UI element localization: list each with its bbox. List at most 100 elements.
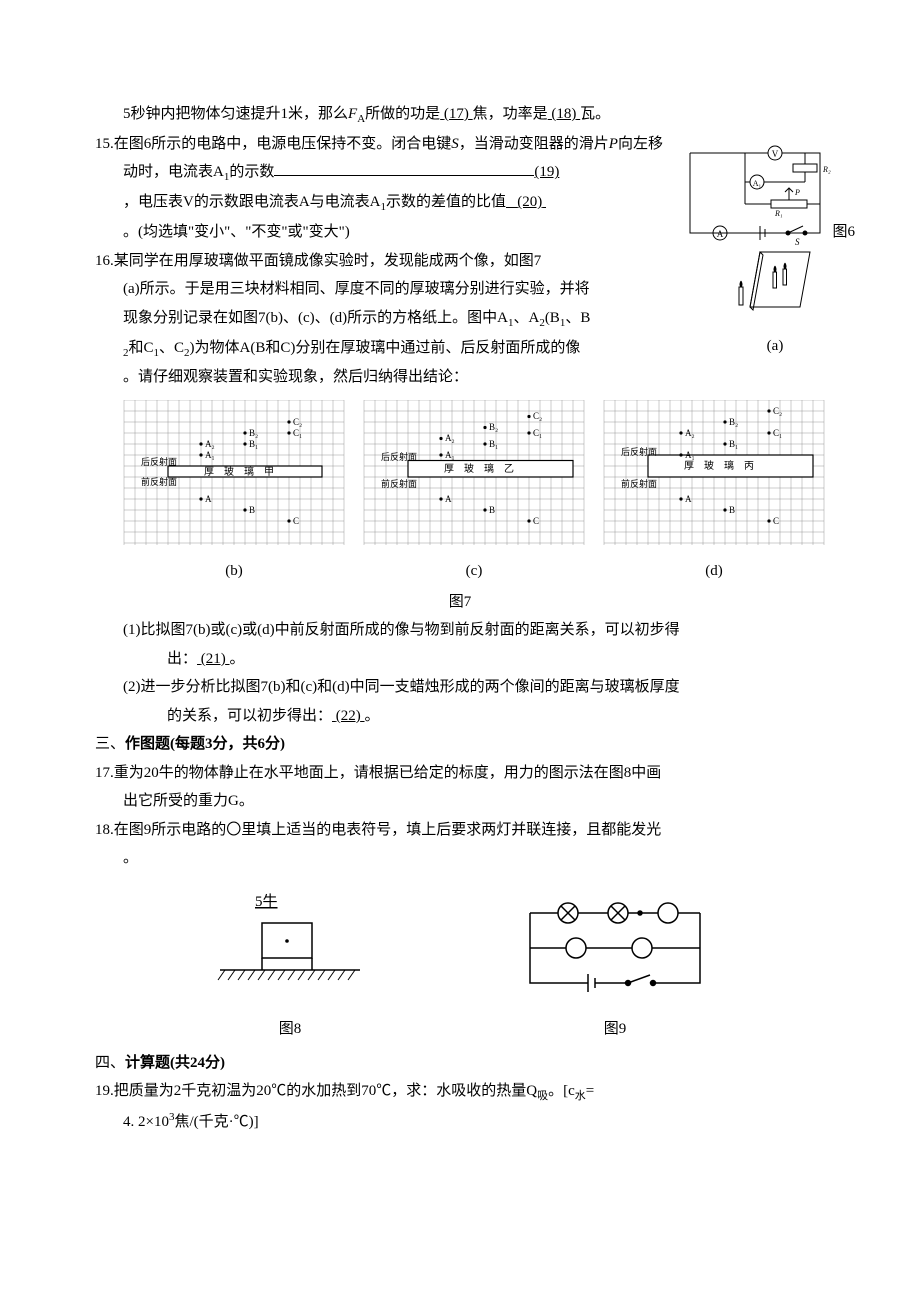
q15-t8: 。(均选填"变小"、"不变"或"变大") xyxy=(123,224,350,240)
q16-t10: 。请仔细观察装置和实验现象，然后归纳得出结论： xyxy=(123,369,468,385)
q16-blank22: (22) xyxy=(332,708,365,724)
q14-fa-a: A xyxy=(357,113,365,125)
svg-text:C₂: C₂ xyxy=(773,406,782,416)
grid-fig-b: 后反射面 前反射面 厚 玻 璃 甲 A₁ A₂ B₁ B₂ C₁ C₂ A B … xyxy=(123,400,345,586)
grid-c-label: (c) xyxy=(363,557,585,586)
svg-text:后反射面: 后反射面 xyxy=(141,456,177,467)
svg-text:P: P xyxy=(794,188,800,197)
q16-sub2-l2: 的关系，可以初步得出： (22) 。 xyxy=(95,702,825,731)
q16-line5: 。请仔细观察装置和实验现象，然后归纳得出结论： xyxy=(95,363,825,392)
q15-num: 15. xyxy=(95,136,114,152)
q16-block: (a) 16.某同学在用厚玻璃做平面镜成像实验时，发现能成两个像，如图7 (a)… xyxy=(95,247,825,392)
q14-blank18: (18) xyxy=(548,106,581,122)
q19-line1: 19.把质量为2千克初温为20℃的水加热到70℃，求：水吸收的热量Q吸。[c水= xyxy=(95,1077,825,1107)
svg-text:C: C xyxy=(293,516,299,526)
q16-line3: 现象分别记录在如图7(b)、(c)、(d)所示的方格纸上。图中A1、A2(B1、… xyxy=(95,304,825,334)
figures-8-9-row: 5牛 图8 xyxy=(95,888,825,1044)
q14-text-mid: 所做的功是 xyxy=(365,106,440,122)
q16-sub1-l2: 出： (21) 。 xyxy=(95,645,825,674)
q15-p: P xyxy=(609,136,618,152)
svg-text:后反射面: 后反射面 xyxy=(381,451,417,462)
q15-s: S xyxy=(451,136,459,152)
q16-t1: 某同学在用厚玻璃做平面镜成像实验时，发现能成两个像，如图7 xyxy=(114,253,542,269)
svg-text:B₁: B₁ xyxy=(249,439,258,449)
svg-text:后反射面: 后反射面 xyxy=(621,446,657,457)
q15-t4: 动时，电流表A xyxy=(123,164,224,180)
svg-text:C: C xyxy=(533,516,539,526)
svg-text:C₂: C₂ xyxy=(533,411,542,421)
svg-text:V: V xyxy=(772,149,779,159)
svg-text:B₂: B₂ xyxy=(729,417,738,427)
q16-sub2-l1: (2)进一步分析比拟图7(b)和(c)和(d)中同一支蜡烛形成的两个像间的距离与… xyxy=(95,673,825,702)
svg-text:C₁: C₁ xyxy=(533,428,542,438)
q16-line1: 16.某同学在用厚玻璃做平面镜成像实验时，发现能成两个像，如图7 xyxy=(95,247,825,276)
q14-unit1: 焦，功率是 xyxy=(473,106,548,122)
mirror-diagram-a: (a) xyxy=(725,247,825,361)
q17-line1: 17.重为20牛的物体静止在水平地面上，请根据已给定的标度，用力的图示法在图8中… xyxy=(95,759,825,788)
svg-text:A₁: A₁ xyxy=(205,450,215,460)
q16-t3: 现象分别记录在如图7(b)、(c)、(d)所示的方格纸上。图中A xyxy=(123,310,508,326)
svg-text:C: C xyxy=(773,516,779,526)
section3-title: 三、作图题(每题3分，共6分) xyxy=(95,730,825,759)
q16-line2: (a)所示。于是用三块材料相同、厚度不同的厚玻璃分别进行实验，并将 xyxy=(95,275,825,304)
grid-figures-row: 后反射面 前反射面 厚 玻 璃 甲 A₁ A₂ B₁ B₂ C₁ C₂ A B … xyxy=(123,400,825,586)
svg-text:厚 玻 璃 丙: 厚 玻 璃 丙 xyxy=(684,459,754,472)
fig7a-label: (a) xyxy=(725,332,825,361)
q15-block: 15.在图6所示的电路中，电源电压保持不变。闭合电键S，当滑动变阻器的滑片P向左… xyxy=(95,130,825,247)
q15-blank19-line xyxy=(274,175,534,176)
svg-text:A₁: A₁ xyxy=(445,450,455,460)
grid-d-label: (d) xyxy=(603,557,825,586)
svg-text:厚 玻 璃 乙: 厚 玻 璃 乙 xyxy=(444,462,514,475)
svg-text:前反射面: 前反射面 xyxy=(381,478,417,489)
svg-text:A: A xyxy=(685,494,692,504)
q18-line2: 。 xyxy=(95,844,825,873)
svg-text:A₂: A₂ xyxy=(685,428,695,438)
svg-text:A₁: A₁ xyxy=(685,450,695,460)
q14-text1: 5秒钟内把物体匀速提升1米，那么 xyxy=(123,106,348,122)
q15-t6: ，电压表V的示数跟电流表A与电流表A xyxy=(123,194,381,210)
svg-text:厚 玻 璃 甲: 厚 玻 璃 甲 xyxy=(204,465,274,478)
q16-num: 16. xyxy=(95,253,114,269)
fig9-label: 图9 xyxy=(510,1015,720,1044)
section4-title: 四、计算题(共24分) xyxy=(95,1049,825,1078)
q16-line4: 2和C1、C2)为物体A(B和C)分别在厚玻璃中通过前、后反射面所成的像 xyxy=(95,334,825,364)
svg-text:R₁: R₁ xyxy=(774,209,783,218)
svg-text:R₂: R₂ xyxy=(822,165,831,174)
svg-text:B₂: B₂ xyxy=(489,422,498,432)
fig8: 5牛 图8 xyxy=(200,888,380,1044)
fig7-label: 图7 xyxy=(95,588,825,617)
svg-text:B: B xyxy=(729,505,735,515)
q16-blank21: (21) xyxy=(197,651,230,667)
svg-text:C₁: C₁ xyxy=(293,428,302,438)
fig6-label: 图6 xyxy=(832,218,855,247)
svg-text:B₁: B₁ xyxy=(729,439,738,449)
svg-text:B₂: B₂ xyxy=(249,428,258,438)
q16-sub1-l1: (1)比拟图7(b)或(c)或(d)中前反射面所成的像与物到前反射面的距离关系，… xyxy=(95,616,825,645)
q14-line: 5秒钟内把物体匀速提升1米，那么FA所做的功是 (17) 焦，功率是 (18) … xyxy=(95,100,825,130)
fig9: 图9 xyxy=(510,888,720,1044)
svg-text:C₁: C₁ xyxy=(773,428,782,438)
svg-text:B: B xyxy=(489,505,495,515)
q14-unit2: 瓦。 xyxy=(580,106,610,122)
svg-text:A₂: A₂ xyxy=(445,433,455,443)
svg-text:A: A xyxy=(205,494,212,504)
svg-text:A: A xyxy=(717,229,724,239)
q15-blank20: (20) xyxy=(506,194,546,210)
q15-blank19: (19) xyxy=(534,164,559,180)
svg-text:A₂: A₂ xyxy=(205,439,215,449)
q17-line2: 出它所受的重力G。 xyxy=(95,787,825,816)
grid-b-label: (b) xyxy=(123,557,345,586)
grid-fig-c: 后反射面 前反射面 厚 玻 璃 乙 A₁ A₂ B₁ B₂ C₁ C₂ A B … xyxy=(363,400,585,586)
q14-fa-f: F xyxy=(348,106,357,122)
svg-text:B₁: B₁ xyxy=(489,439,498,449)
q14-blank17: (17) xyxy=(440,106,473,122)
q16-t2: (a)所示。于是用三块材料相同、厚度不同的厚玻璃分别进行实验，并将 xyxy=(123,281,590,297)
grid-fig-d: 后反射面 前反射面 厚 玻 璃 丙 A₁ A₂ B₁ B₂ C₁ C₂ A B … xyxy=(603,400,825,586)
svg-text:A: A xyxy=(445,494,452,504)
svg-text:C₂: C₂ xyxy=(293,417,302,427)
q15-t5: 的示数 xyxy=(229,164,274,180)
svg-text:A₁: A₁ xyxy=(753,179,762,188)
fig8-label: 图8 xyxy=(200,1015,380,1044)
svg-text:前反射面: 前反射面 xyxy=(141,476,177,487)
svg-text:5牛: 5牛 xyxy=(255,893,278,910)
